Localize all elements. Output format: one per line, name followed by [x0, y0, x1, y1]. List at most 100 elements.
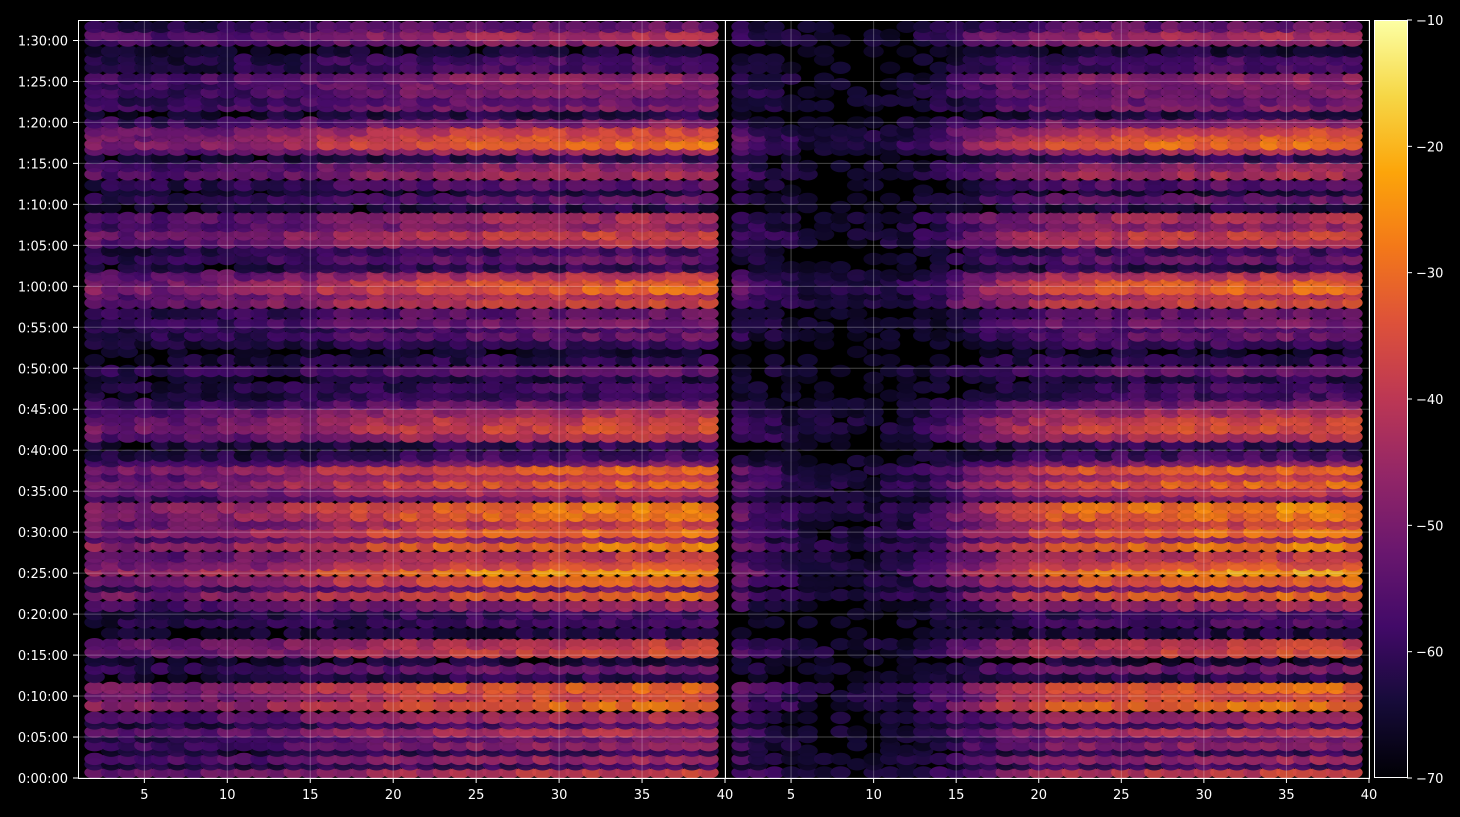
heatmap-cell: [1342, 627, 1363, 640]
heatmap-cell: [962, 599, 983, 613]
heatmap-cell: [515, 317, 537, 330]
heatmap-cell: [84, 575, 105, 588]
heatmap-cell: [698, 699, 719, 712]
heatmap-cell: [962, 627, 983, 640]
heatmap-cell: [598, 20, 620, 33]
heatmap-cell: [117, 211, 139, 225]
heatmap-cell: [582, 381, 603, 394]
heatmap-cell: [416, 681, 437, 695]
heatmap-cell: [134, 627, 155, 640]
heatmap-cell: [84, 550, 105, 563]
heatmap-cell: [1226, 711, 1248, 725]
heatmap-cell: [1226, 638, 1248, 651]
heatmap-cell: [615, 449, 636, 462]
heatmap-cell: [1094, 501, 1116, 514]
heatmap-cell: [266, 353, 288, 367]
heatmap-cell: [1078, 699, 1099, 712]
heatmap-cell: [134, 20, 155, 33]
heatmap-cell: [134, 501, 155, 514]
heatmap-cell: [117, 550, 139, 563]
heatmap-cell: [1325, 711, 1347, 725]
heatmap-cell: [100, 550, 122, 563]
heatmap-cell: [962, 638, 983, 651]
heatmap-cell: [1177, 575, 1198, 588]
heatmap-cell: [1111, 711, 1132, 725]
heatmap-cell: [1127, 699, 1149, 712]
heatmap-cell: [648, 20, 669, 33]
heatmap-cell: [863, 599, 884, 613]
heatmap-cell: [731, 550, 752, 563]
heatmap-cell: [266, 20, 288, 33]
heatmap-cell: [863, 501, 884, 514]
heatmap-cell: [1325, 501, 1347, 514]
heatmap-cell: [100, 501, 122, 514]
heatmap-cell: [1078, 711, 1099, 725]
heatmap-cell: [995, 699, 1016, 712]
heatmap-cell: [382, 307, 404, 320]
heatmap-cell: [416, 307, 437, 320]
heatmap-cell: [316, 317, 338, 330]
heatmap-cell: [316, 364, 338, 378]
heatmap-cell: [797, 454, 818, 468]
heatmap-cell: [482, 711, 504, 725]
heatmap-cell: [1061, 550, 1083, 563]
heatmap-cell: [432, 307, 454, 320]
heatmap-cell: [979, 662, 1000, 675]
heatmap-cell: [1193, 599, 1215, 613]
heatmap-cell: [1259, 681, 1281, 695]
heatmap-cell: [1094, 699, 1116, 712]
heatmap-cell: [648, 211, 669, 225]
heatmap-cell: [631, 627, 653, 640]
heatmap-cell: [349, 317, 371, 330]
heatmap-cell: [846, 627, 868, 640]
heatmap-cell: [465, 53, 487, 66]
heatmap-cell: [664, 638, 686, 651]
heatmap-cell: [266, 364, 288, 378]
heatmap-cell: [183, 192, 205, 206]
heatmap-cell: [465, 599, 487, 613]
heatmap-cell: [698, 599, 719, 613]
heatmap-cell: [548, 449, 570, 462]
heatmap-cell: [797, 575, 818, 588]
heatmap-cell: [266, 53, 288, 66]
heatmap-cell: [399, 364, 421, 378]
heatmap-cell: [84, 711, 105, 725]
heatmap-cell: [698, 179, 719, 192]
heatmap-cell: [698, 364, 719, 378]
heatmap-cell: [1094, 711, 1116, 725]
heatmap-cell: [316, 449, 338, 462]
heatmap-cell: [681, 711, 703, 725]
heatmap-cell: [532, 638, 553, 651]
heatmap-cell: [1177, 711, 1198, 725]
heatmap-cell: [432, 179, 454, 192]
heatmap-cell: [449, 179, 470, 192]
heatmap-cell: [1292, 575, 1314, 588]
heatmap-cell: [100, 449, 122, 462]
heatmap-cell: [300, 599, 321, 613]
heatmap-cell: [183, 638, 205, 651]
heatmap-cell: [183, 317, 205, 330]
heatmap-cell: [200, 381, 221, 394]
heatmap-cell: [349, 550, 371, 563]
heatmap-cell: [217, 627, 238, 640]
heatmap-cell: [913, 699, 934, 712]
heatmap-cell: [598, 179, 620, 192]
heatmap-cell: [1144, 501, 1165, 514]
heatmap-cell: [1210, 627, 1231, 640]
heatmap-cell: [598, 45, 620, 58]
heatmap-cell: [615, 72, 636, 85]
heatmap-cell: [780, 599, 802, 613]
heatmap-cell: [1160, 638, 1182, 651]
heatmap-cell: [681, 550, 703, 563]
heatmap-cell: [1111, 575, 1132, 588]
heatmap-cell: [582, 72, 603, 85]
heatmap-cell: [846, 607, 868, 621]
heatmap-cell: [631, 599, 653, 613]
heatmap-cell: [366, 381, 387, 394]
heatmap-cell: [648, 711, 669, 725]
heatmap-cell: [813, 550, 835, 563]
heatmap-cell: [217, 353, 238, 367]
heatmap-cell: [631, 45, 653, 58]
heatmap-cell: [681, 575, 703, 588]
heatmap-cell: [515, 550, 537, 563]
